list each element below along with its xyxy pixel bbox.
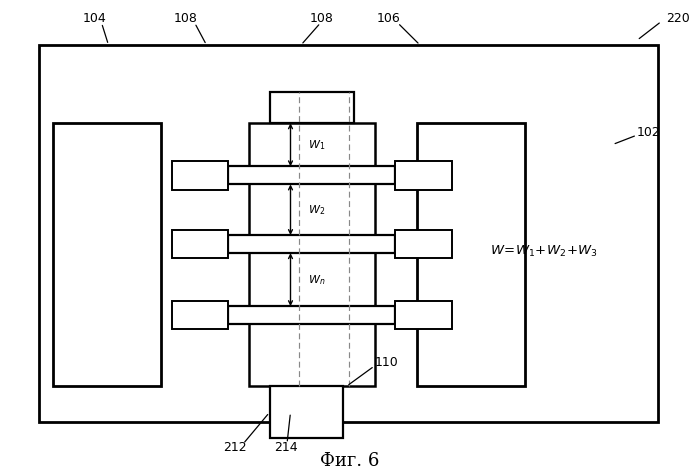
Bar [172,301,228,329]
Text: 102: 102 [637,126,661,139]
Bar [395,301,452,329]
Bar [416,123,525,386]
Text: $W\!=\!W_1\!+\!W_2\!+\!W_3$: $W\!=\!W_1\!+\!W_2\!+\!W_3$ [490,244,598,259]
Bar [395,230,452,258]
Bar [248,123,374,386]
Text: 108: 108 [174,12,197,26]
Text: 214: 214 [274,441,298,455]
Bar [270,92,354,123]
Text: 212: 212 [223,441,246,455]
Bar [172,230,228,258]
Bar [228,235,395,253]
Text: 104: 104 [83,12,106,26]
Text: Фиг. 6: Фиг. 6 [321,452,379,470]
Text: 110: 110 [374,356,398,369]
Bar [228,166,395,184]
Text: 106: 106 [377,12,400,26]
Text: $W_n$: $W_n$ [308,273,326,287]
Text: $W_2$: $W_2$ [308,203,325,217]
Text: 108: 108 [310,12,334,26]
Bar [395,161,452,190]
Bar [172,161,228,190]
Bar [38,45,658,422]
Text: $W_1$: $W_1$ [308,138,326,152]
Bar [270,386,343,438]
Bar [228,306,395,324]
Bar [52,123,161,386]
Text: 220: 220 [666,11,690,25]
